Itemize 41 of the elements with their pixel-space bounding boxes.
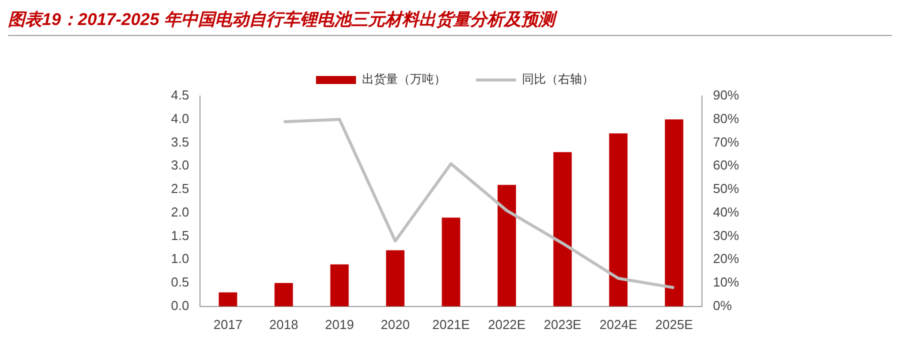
x-tick-label: 2018 [269, 316, 298, 332]
x-tick-label: 2019 [325, 316, 354, 332]
bar [498, 184, 516, 306]
y-tick-label: 4.0 [170, 110, 190, 126]
x-tick-label: 2020 [380, 316, 410, 332]
bar [218, 292, 238, 306]
x-tick-label: 2023E [544, 316, 582, 332]
x-tick-label: 2022E [488, 316, 526, 332]
chart-title: 图表19：2017-2025 年中国电动自行车锂电池三元材料出货量分析及预测 [8, 8, 892, 36]
bar [330, 264, 349, 306]
y2-tick-label: 70% [712, 134, 740, 150]
bar [553, 152, 572, 306]
x-tick-label: 2025E [655, 316, 694, 332]
y-tick-label: 1.0 [170, 251, 190, 266]
y2-tick-label: 10% [712, 274, 740, 290]
y2-tick-label: 30% [712, 228, 740, 243]
y2-tick-label: 0% [712, 298, 732, 313]
x-tick-label: 2024E [600, 316, 638, 332]
bar [609, 133, 628, 306]
y2-tick-label: 50% [712, 181, 740, 196]
y-tick-label: 2.5 [170, 181, 190, 196]
bar [386, 250, 404, 306]
y2-tick-label: 90% [712, 88, 740, 103]
bar [664, 119, 684, 306]
legend-label: 同比（右轴） [522, 72, 594, 86]
y-tick-label: 0.5 [170, 274, 190, 290]
y-tick-label: 3.0 [170, 158, 190, 173]
x-tick-label: 2017 [213, 316, 242, 332]
y2-tick-label: 80% [712, 110, 740, 126]
bar [274, 283, 293, 306]
y2-tick-label: 20% [712, 251, 740, 266]
x-tick-label: 2021E [432, 316, 470, 332]
bar [442, 218, 460, 306]
legend-label: 出货量（万吨） [362, 72, 446, 86]
y-tick-label: 4.5 [170, 88, 190, 103]
y2-tick-label: 40% [712, 204, 740, 220]
y-tick-label: 0.0 [170, 298, 190, 313]
y-tick-label: 2.0 [170, 204, 190, 220]
y-tick-label: 3.5 [170, 134, 190, 150]
y2-tick-label: 60% [712, 158, 740, 173]
y-tick-label: 1.5 [170, 228, 190, 243]
